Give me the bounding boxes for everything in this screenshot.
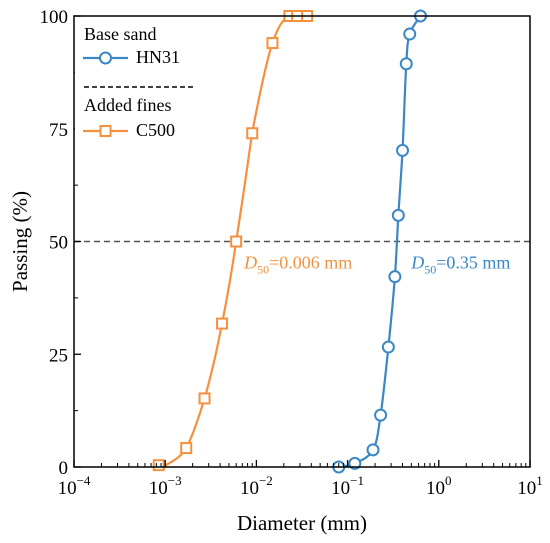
legend-label-c500: C500	[136, 120, 175, 140]
x-tick-label: 10−1	[331, 473, 364, 499]
y-axis-title: Passing (%)	[8, 191, 32, 292]
d50-annotation-c500: D50=0.006 mm	[243, 253, 352, 277]
legend-group-header: Base sand	[84, 24, 156, 44]
d50-annotation-hn31: D50=0.35 mm	[410, 253, 510, 277]
data-point-c500	[152, 459, 165, 472]
data-point-hn31	[366, 443, 380, 457]
annotations-layer: D50=0.006 mm D50=0.35 mm	[243, 253, 510, 277]
data-point-c500	[198, 392, 211, 405]
y-tick-label: 25	[49, 345, 68, 366]
x-tick-label: 10−2	[240, 473, 273, 499]
data-point-hn31	[403, 27, 417, 41]
series-markers-layer	[152, 9, 427, 474]
data-point-hn31	[348, 456, 362, 470]
data-point-c500	[180, 442, 193, 455]
y-tick-label: 100	[40, 7, 69, 28]
legend-background	[75, 17, 201, 169]
data-point-hn31	[374, 408, 388, 422]
legend-group-header: Added fines	[84, 95, 171, 115]
x-tick-label: 101	[517, 473, 543, 499]
data-point-hn31	[391, 208, 405, 222]
data-point-hn31	[388, 270, 402, 284]
axes-layer: 0 25 50 75 100 10−4 10−3 10−2 10−1 100 101	[40, 7, 543, 499]
y-tick-label: 75	[49, 120, 68, 141]
y-tick-label: 50	[49, 233, 68, 254]
x-tick-label: 10−4	[58, 473, 91, 499]
x-tick-label: 10−3	[149, 473, 182, 499]
data-point-c500	[216, 317, 229, 330]
data-point-c500	[230, 235, 243, 248]
legend-label-hn31: HN31	[136, 47, 180, 67]
data-point-hn31	[381, 340, 395, 354]
data-point-hn31	[396, 143, 410, 157]
x-axis-title: Diameter (mm)	[237, 511, 367, 535]
legend: Base sand HN31 Added fines C500	[75, 17, 201, 169]
data-point-c500	[246, 127, 259, 140]
legend-marker-hn31	[99, 51, 112, 65]
data-point-c500	[266, 37, 279, 50]
data-point-hn31	[399, 57, 413, 71]
y-tick-label: 0	[59, 458, 69, 479]
legend-marker-c500	[99, 125, 112, 137]
x-tick-label: 100	[426, 473, 452, 499]
